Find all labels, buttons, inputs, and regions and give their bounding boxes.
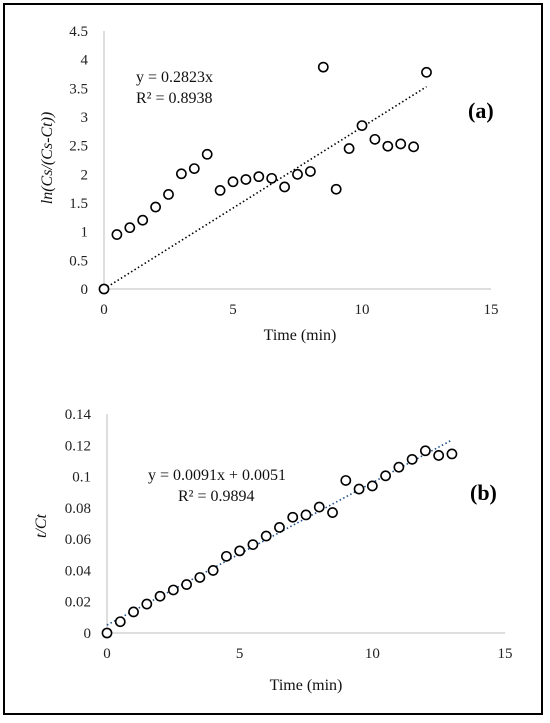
panel-a-xtick-label: 5: [229, 302, 237, 318]
panel-b-data-point: [167, 584, 179, 596]
panel-a-label: (a): [468, 98, 494, 123]
panel-b-data-point: [141, 598, 153, 610]
panel-a-ytick-label: 0.5: [69, 253, 88, 269]
panel-b-ytick-label: 0.04: [65, 563, 92, 579]
panel-a-data-point: [163, 188, 174, 200]
panel-a-data-point: [279, 181, 290, 193]
panel-b-data-point: [419, 445, 431, 457]
panel-a-data-point: [317, 61, 329, 73]
chart-panel-a: 0 0.5 1 1.5 2 2.5 3 3.5 4 4.5 0 5 10 15 y = 0.2823x R…: [39, 24, 499, 344]
panel-b-data-point: [446, 448, 458, 460]
panel-a-data-point: [395, 138, 407, 150]
panel-a-data-point: [111, 229, 123, 240]
panel-a-marks: 0 0.5 1 1.5 2 2.5 3 3.5 4 4.5 0 5 10 15: [69, 24, 498, 318]
panel-b-data-point: [393, 461, 405, 473]
panel-a-data-point: [124, 222, 136, 234]
panel-b-ytick-label: 0.08: [65, 501, 91, 517]
panel-a-xtick-label: 10: [355, 302, 370, 318]
panel-a-data-point: [369, 133, 381, 145]
panel-a-ylabel: ln(Cs/(Cs-Ct)): [39, 112, 56, 204]
panel-b-r-squared: R² = 0.9894: [178, 488, 255, 505]
panel-a-data-point: [266, 172, 278, 184]
panel-a-ytick-label: 4: [81, 53, 89, 69]
panel-a-xtick-label: 0: [100, 302, 108, 318]
panel-a-ytick-label: 3: [81, 110, 89, 126]
panel-a-data-point: [421, 66, 432, 78]
panel-b-marks: 0 0.02 0.04 0.06 0.08 0.1 0.12 0.14 0 5 10 15: [65, 407, 513, 662]
panel-b-data-point: [274, 522, 285, 533]
panel-b-data-point: [313, 501, 325, 513]
panel-a-xtick-label: 15: [484, 302, 499, 318]
panel-b-data-point: [353, 483, 365, 495]
panel-b-xtick-label: 5: [236, 646, 244, 662]
panel-a-equation: y = 0.2823x: [136, 69, 213, 86]
panel-b-data-point: [194, 572, 206, 583]
panel-a-ytick-label: 2.5: [69, 139, 88, 155]
panel-a-data-point: [292, 168, 303, 180]
panel-a-data-point: [214, 184, 226, 196]
panel-a-data-point: [408, 141, 419, 153]
panel-b-equation: y = 0.0091x + 0.0051: [148, 467, 286, 484]
panel-b-xtick-label: 10: [365, 646, 380, 662]
panel-a-ytick-label: 3.5: [69, 81, 88, 97]
panel-a-data-point: [356, 120, 368, 131]
panel-b-data-point: [247, 539, 259, 551]
panel-b-ytick-label: 0: [84, 626, 92, 642]
panel-b-ytick-label: 0.12: [65, 438, 91, 454]
panel-a-ytick-label: 2: [81, 167, 89, 183]
panel-a-xlabel: Time (min): [264, 327, 337, 344]
panel-a-ytick-label: 1: [81, 225, 89, 241]
panel-a-data-point: [253, 171, 265, 183]
chart-panel-b: 0 0.02 0.04 0.06 0.08 0.1 0.12 0.14 0 5 10 15 y = 0…: [33, 407, 513, 694]
panel-b-ytick-label: 0.14: [65, 407, 92, 423]
panel-b-data-point: [327, 507, 338, 518]
panel-b-data-point: [234, 545, 246, 557]
panel-a-data-point: [343, 143, 355, 154]
panel-b-data-point: [366, 480, 378, 492]
panel-b-data-point: [220, 550, 232, 562]
panel-b-xtick-label: 0: [103, 646, 111, 662]
panel-a-r-squared: R² = 0.8938: [136, 90, 213, 107]
panel-b-data-point: [433, 450, 445, 461]
panel-a-data-point: [382, 140, 394, 152]
panel-b-data-point: [300, 509, 312, 521]
panel-b-ylabel: t/Ct: [33, 513, 50, 538]
panel-a-data-point: [98, 283, 110, 295]
figure-frame: [3, 3, 543, 715]
panel-b-data-point: [114, 616, 126, 628]
panel-a-data-point: [240, 174, 252, 185]
panel-a-data-point: [201, 148, 213, 160]
panel-a-ytick-label: 4.5: [69, 24, 88, 40]
panel-a-ytick-label: 1.5: [69, 196, 88, 212]
panel-b-data-point: [380, 470, 391, 482]
panel-b-ytick-label: 0.1: [72, 470, 91, 486]
panel-b-data-point: [101, 627, 113, 639]
panel-a-ytick-label: 0: [81, 282, 89, 298]
panel-b-label: (b): [470, 480, 497, 505]
panel-a-data-point: [227, 176, 239, 188]
panel-b-data-point: [207, 565, 219, 576]
panel-b-data-point: [128, 606, 139, 618]
panel-a-data-point: [150, 201, 161, 213]
panel-b-xtick-label: 15: [498, 646, 513, 662]
panel-a-data-point: [175, 168, 187, 180]
panel-a-data-point: [137, 214, 149, 226]
panel-a-data-point: [330, 183, 342, 195]
panel-b-data-point: [154, 590, 166, 602]
panel-b-data-point: [287, 511, 299, 523]
panel-b-ytick-label: 0.02: [65, 595, 91, 611]
panel-b-data-point: [181, 579, 192, 590]
panel-a-trendline: [103, 86, 427, 290]
panel-b-xlabel: Time (min): [270, 677, 343, 694]
panel-b-ytick-label: 0.06: [65, 532, 92, 548]
panel-b-data-point: [340, 475, 352, 486]
panel-a-data-point: [188, 163, 200, 174]
panel-a-data-point: [304, 166, 316, 177]
panel-b-data-point: [406, 453, 418, 465]
panel-b-data-point: [260, 530, 272, 542]
